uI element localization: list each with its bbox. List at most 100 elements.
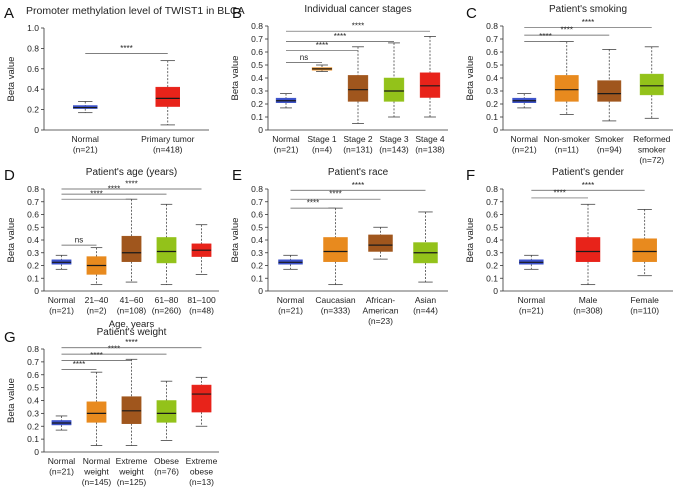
x-tick-label: Smoker: [595, 134, 624, 144]
box-2: [347, 46, 369, 124]
x-tick-label: (n=23): [368, 316, 393, 326]
y-tick-label: 0.6: [27, 370, 39, 380]
y-tick-label: 0.5: [27, 222, 39, 232]
sig-label: ****: [582, 18, 594, 27]
panel-b: B Individual cancer stages 0 0.1 0.2 0.3 0.4 0.…: [230, 4, 448, 155]
x-tick-label: 21–40: [85, 295, 109, 305]
x-tick-label: (n=108): [117, 306, 147, 316]
x-tick-label: (n=11): [555, 145, 579, 155]
x-tick-label: African-: [366, 295, 395, 305]
y-tick-label: 0.7: [486, 34, 498, 44]
y-tick-label: 0.3: [486, 248, 498, 258]
x-tick-label: Obese: [154, 456, 179, 466]
y-tick-label: 0.2: [27, 105, 39, 115]
panel-d: D Patient's age (years) 0 0.1 0.2 0.3 0.4 0.5 0.…: [4, 167, 219, 330]
chart-title: Patient's age (years): [86, 167, 177, 178]
x-tick-label: (n=125): [117, 477, 147, 487]
sig-label: ****: [90, 351, 102, 360]
y-tick-label: 0.7: [27, 197, 39, 207]
sig-label: ****: [120, 44, 132, 53]
y-tick-label: 0.2: [251, 99, 263, 109]
box-iqr: [155, 86, 180, 107]
y-tick-label: 0.4: [27, 84, 39, 94]
y-tick-label: 0.4: [486, 235, 498, 245]
x-tick-label: Stage 3: [379, 134, 409, 144]
box-2: [121, 358, 142, 446]
x-tick-label: Normal: [48, 295, 76, 305]
y-tick-label: 0.6: [27, 64, 39, 74]
sig-label: ****: [561, 26, 573, 35]
y-tick-label: 0: [258, 286, 263, 296]
y-tick-label: 0.3: [27, 248, 39, 258]
x-tick-label: (n=21): [274, 145, 299, 155]
x-axis-label: Age, years: [109, 319, 155, 330]
x-tick-label: (n=13): [189, 477, 214, 487]
x-tick-label: (n=76): [154, 467, 179, 477]
x-tick-label: Normal: [272, 134, 300, 144]
x-tick-label: (n=94): [597, 145, 622, 155]
x-tick-label: smoker: [638, 145, 666, 155]
y-tick-label: 0: [34, 286, 39, 296]
y-tick-label: 0.8: [251, 21, 263, 31]
x-tick-label: (n=44): [413, 306, 438, 316]
chart-title: Patient's race: [328, 167, 389, 178]
y-axis-label: Beta value: [230, 218, 241, 263]
panel-letter: E: [232, 167, 242, 184]
panel-letter: C: [466, 5, 477, 22]
y-axis-label: Beta value: [465, 218, 476, 263]
x-tick-label: (n=21): [49, 306, 74, 316]
box-4: [191, 376, 212, 427]
y-tick-label: 0.5: [486, 60, 498, 70]
x-tick-label: (n=21): [73, 145, 98, 155]
x-tick-label: obese: [190, 467, 213, 477]
box-0: [512, 93, 537, 109]
x-tick-label: Male: [579, 295, 598, 305]
y-tick-label: 0.5: [251, 222, 263, 232]
x-tick-label: 41–60: [120, 295, 144, 305]
x-tick-label: (n=131): [343, 145, 373, 155]
y-tick-label: 0.5: [27, 383, 39, 393]
box-3: [413, 211, 438, 283]
x-tick-label: Normal: [48, 456, 76, 466]
x-tick-label: (n=21): [278, 306, 303, 316]
sig-label: ****: [316, 41, 328, 50]
panel-letter: A: [4, 5, 14, 22]
chart-title: Patient's gender: [552, 167, 625, 178]
y-tick-label: 0.1: [251, 273, 263, 283]
y-tick-label: 0.1: [486, 273, 498, 283]
x-tick-label: (n=308): [573, 306, 603, 316]
y-tick-label: 0.3: [251, 248, 263, 258]
y-tick-label: 0.4: [27, 235, 39, 245]
y-tick-label: 1.0: [27, 23, 39, 33]
x-tick-label: Stage 4: [415, 134, 445, 144]
x-tick-label: Female: [630, 295, 659, 305]
y-tick-label: 0: [34, 447, 39, 457]
box-2: [121, 198, 142, 283]
panel-letter: B: [232, 5, 242, 22]
x-tick-label: 61–80: [155, 295, 179, 305]
y-tick-label: 0.3: [27, 408, 39, 418]
box-0: [275, 93, 297, 109]
chart-title: Promoter methylation level of TWIST1 in …: [26, 5, 245, 17]
y-tick-label: 0.6: [486, 47, 498, 57]
y-tick-label: 0.2: [486, 99, 498, 109]
sig-label: ****: [334, 32, 346, 41]
y-tick-label: 0.3: [486, 86, 498, 96]
y-tick-label: 0.7: [251, 197, 263, 207]
box-iqr: [383, 77, 405, 102]
x-tick-label: (n=138): [415, 145, 445, 155]
y-tick-label: 0.8: [486, 184, 498, 194]
box-0: [519, 254, 544, 270]
chart-title: Patient's weight: [97, 327, 167, 338]
x-tick-label: (n=4): [312, 145, 332, 155]
box-iqr: [323, 237, 348, 262]
box-iqr: [156, 237, 177, 264]
y-tick-label: 0.5: [486, 222, 498, 232]
y-tick-label: 0.7: [486, 197, 498, 207]
box-0: [73, 101, 98, 114]
x-tick-label: (n=143): [379, 145, 409, 155]
y-tick-label: 0.6: [251, 47, 263, 57]
x-tick-label: (n=333): [321, 306, 351, 316]
box-iqr: [597, 80, 622, 102]
box-3: [639, 46, 664, 119]
